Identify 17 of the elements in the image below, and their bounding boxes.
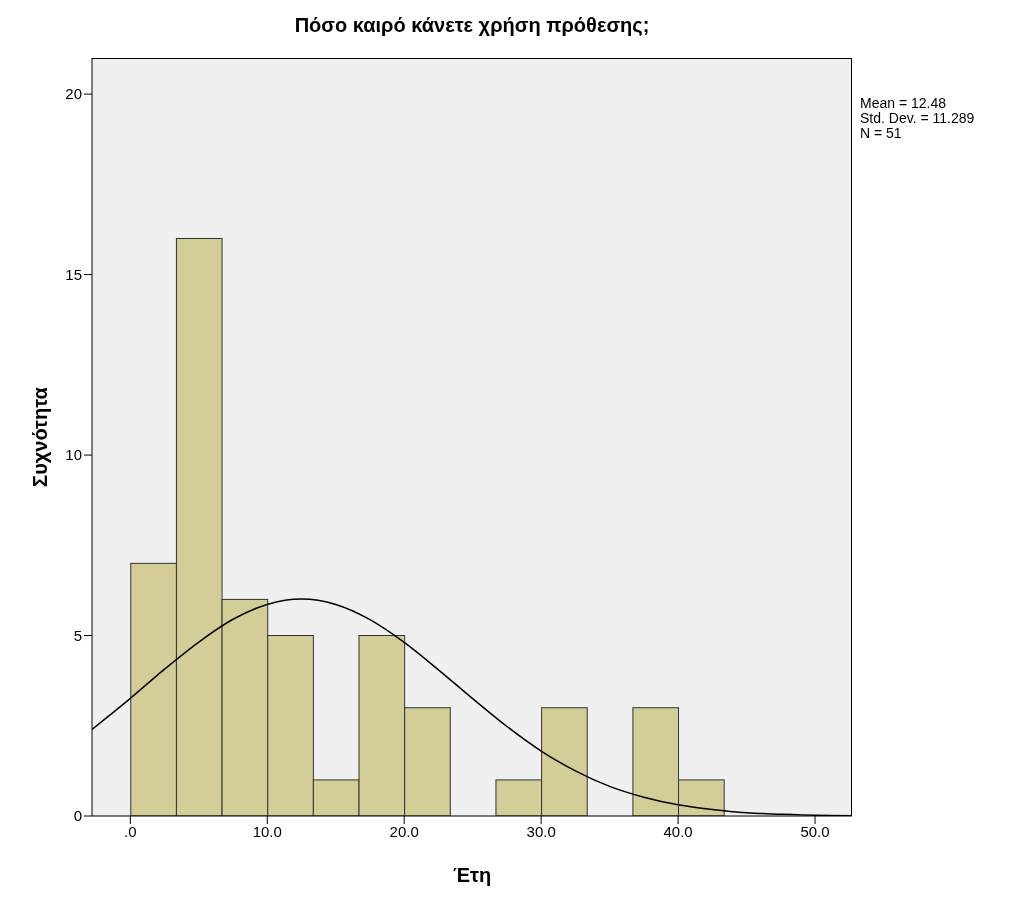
y-tick-label: 0 bbox=[73, 807, 82, 825]
chart-title: Πόσο καιρό κάνετε χρήση πρόθεσης; bbox=[293, 14, 651, 37]
x-tick-label: 40.0 bbox=[663, 822, 693, 840]
x-tick-label: 10.0 bbox=[252, 822, 282, 840]
text: Mean = 12.48 bbox=[860, 95, 947, 111]
y-tick-label: 5 bbox=[73, 626, 82, 644]
y-tick-label: 15 bbox=[65, 265, 82, 283]
x-tick-label: .0 bbox=[124, 822, 137, 840]
x-axis-title: Έτη bbox=[451, 864, 493, 887]
x-tick-label: 30.0 bbox=[526, 822, 556, 840]
y-tick-label: 20 bbox=[65, 85, 82, 103]
text: N = 51 bbox=[860, 125, 903, 141]
text: Std. Dev. = 11.289 bbox=[860, 110, 975, 126]
x-tick-label: 20.0 bbox=[389, 822, 419, 840]
x-tick-label: 50.0 bbox=[800, 822, 830, 840]
y-axis-title: Συχνότητα bbox=[28, 387, 52, 487]
y-tick-label: 10 bbox=[65, 446, 82, 464]
